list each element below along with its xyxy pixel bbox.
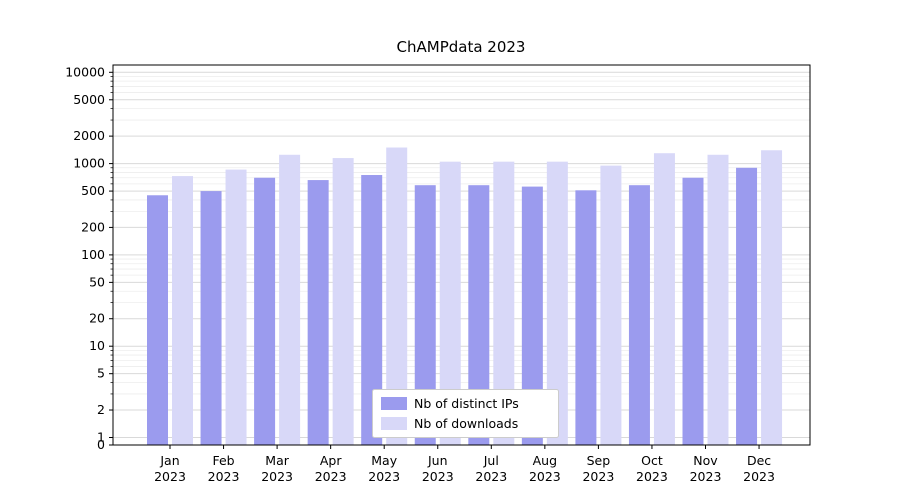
bar-ips-10 — [682, 177, 704, 445]
bar-downloads-8 — [600, 165, 622, 445]
legend-label-downloads: Nb of downloads — [414, 416, 518, 431]
bar-downloads-4 — [386, 147, 408, 445]
x-tick-label-month: Jun — [427, 453, 448, 468]
legend-label-distinct-ips: Nb of distinct IPs — [414, 396, 519, 411]
bar-ips-11 — [736, 167, 758, 446]
legend-box — [372, 389, 559, 438]
y-tick-label: 0 — [97, 437, 105, 452]
x-tick-label-month: Sep — [587, 453, 611, 468]
chart-title: ChAMPdata 2023 — [397, 38, 526, 56]
x-tick-label-month: Nov — [693, 453, 718, 468]
bar-layer — [147, 147, 783, 446]
x-tick-label-year: 2023 — [154, 469, 186, 484]
bar-downloads-6 — [493, 161, 515, 446]
y-tick-label: 10000 — [65, 64, 105, 79]
bar-downloads-1 — [225, 169, 247, 445]
y-tick-label: 1000 — [73, 156, 105, 171]
bar-ips-7 — [521, 186, 543, 445]
legend: Nb of distinct IPs Nb of downloads — [372, 389, 559, 438]
x-tick-label-year: 2023 — [368, 469, 400, 484]
bar-ips-5 — [414, 185, 436, 445]
x-tick-label-year: 2023 — [582, 469, 614, 484]
x-tick-label-year: 2023 — [422, 469, 454, 484]
bar-downloads-0 — [172, 176, 193, 446]
bar-ips-8 — [575, 190, 597, 445]
x-tick-label-month: Jul — [483, 453, 499, 468]
x-tick-label-year: 2023 — [475, 469, 507, 484]
x-tick-label-month: Oct — [641, 453, 663, 468]
y-tick-label: 200 — [81, 219, 105, 234]
bar-ips-9 — [628, 185, 650, 445]
bar-ips-6 — [468, 185, 490, 445]
x-tick-label-month: Feb — [212, 453, 234, 468]
y-tick-label: 50 — [89, 274, 105, 289]
y-tick-label: 10 — [89, 338, 105, 353]
bar-ips-2 — [254, 177, 276, 445]
x-tick-label-month: Dec — [747, 453, 771, 468]
x-tick-label-month: May — [371, 453, 397, 468]
bar-ips-0 — [147, 195, 168, 445]
x-tick-label-year: 2023 — [743, 469, 775, 484]
y-tick-label: 100 — [81, 247, 105, 262]
bar-downloads-3 — [332, 158, 354, 445]
bar-downloads-9 — [653, 153, 675, 446]
x-tick-label-year: 2023 — [315, 469, 347, 484]
y-tick-label: 2000 — [73, 128, 105, 143]
y-tick-label: 5 — [97, 366, 105, 381]
y-tick-label: 500 — [81, 183, 105, 198]
bar-downloads-5 — [439, 161, 461, 446]
legend-swatch-downloads — [381, 417, 407, 430]
x-tick-label-year: 2023 — [636, 469, 668, 484]
x-tick-label-year: 2023 — [261, 469, 293, 484]
x-tick-label-month: Aug — [533, 453, 557, 468]
bar-downloads-7 — [546, 161, 568, 446]
x-tick-label-month: Apr — [320, 453, 342, 468]
x-tick-label-month: Mar — [265, 453, 289, 468]
axis-layer: 012510205010020050010002000500010000Jan2… — [65, 64, 811, 484]
x-tick-label-month: Jan — [159, 453, 179, 468]
x-tick-label-year: 2023 — [208, 469, 240, 484]
y-tick-label: 5000 — [73, 92, 105, 107]
bar-downloads-11 — [761, 150, 783, 445]
plot-border — [112, 64, 811, 446]
bar-ips-1 — [200, 191, 222, 445]
y-tick-label: 20 — [89, 311, 105, 326]
x-tick-label-year: 2023 — [690, 469, 722, 484]
bar-ips-4 — [361, 175, 383, 446]
bar-downloads-10 — [707, 154, 729, 445]
legend-swatch-distinct-ips — [381, 397, 407, 410]
y-tick-label: 1 — [97, 430, 105, 445]
x-tick-label-year: 2023 — [529, 469, 561, 484]
bar-ips-3 — [307, 180, 329, 446]
y-tick-label: 2 — [97, 402, 105, 417]
bar-downloads-2 — [279, 154, 301, 445]
